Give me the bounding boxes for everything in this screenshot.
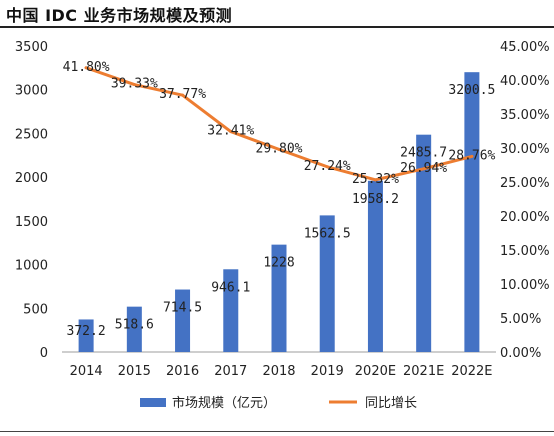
y-left-tick-label: 500 <box>23 302 48 317</box>
growth-point <box>181 93 185 97</box>
bar-value-label: 1228 <box>263 256 294 271</box>
bar <box>464 72 480 352</box>
y-right-tick-label: 5.00% <box>500 312 541 327</box>
growth-point <box>325 165 329 169</box>
y-right-tick-label: 35.00% <box>500 108 550 123</box>
x-tick-label: 2022E <box>451 364 492 379</box>
x-tick-label: 2020E <box>355 364 396 379</box>
growth-value-label: 37.77% <box>159 87 206 102</box>
x-tick-label: 2016 <box>166 364 199 379</box>
chart-title: 中国 IDC 业务市场规模及预测 <box>6 6 233 25</box>
growth-value-label: 41.80% <box>63 60 110 75</box>
y-left-tick-label: 3500 <box>15 40 48 55</box>
bar <box>78 319 94 352</box>
growth-value-label: 39.33% <box>111 77 158 92</box>
bar <box>223 269 239 352</box>
x-tick-label: 2017 <box>214 364 247 379</box>
x-tick-label: 2018 <box>262 364 295 379</box>
y-right-tick-label: 0.00% <box>500 346 541 361</box>
growth-point <box>422 167 426 171</box>
growth-point <box>373 178 377 182</box>
bar-value-label: 372.2 <box>67 324 106 339</box>
x-tick-label: 2015 <box>118 364 151 379</box>
y-right-tick-label: 20.00% <box>500 210 550 225</box>
y-left-tick-label: 2000 <box>15 171 48 186</box>
growth-point <box>277 147 281 151</box>
growth-point <box>470 154 474 158</box>
bar-value-label: 714.5 <box>163 301 202 316</box>
growth-value-label: 28.76% <box>448 148 495 163</box>
growth-value-label: 32.41% <box>207 124 254 139</box>
legend-bar-label: 市场规模（亿元） <box>172 395 276 411</box>
y-left-tick-label: 3000 <box>15 84 48 99</box>
bar <box>416 134 432 352</box>
bar-value-label: 2485.7 <box>400 146 447 161</box>
y-left-tick-label: 1000 <box>15 259 48 274</box>
title-rule <box>0 26 554 28</box>
y-right-tick-label: 45.00% <box>500 40 550 55</box>
bar-value-label: 3200.5 <box>448 83 495 98</box>
x-tick-label: 2021E <box>403 364 444 379</box>
growth-value-label: 25.32% <box>352 172 399 187</box>
legend-bar-swatch <box>140 398 166 407</box>
y-right-tick-label: 25.00% <box>500 176 550 191</box>
bar <box>126 306 142 352</box>
y-left-tick-label: 2500 <box>15 127 48 142</box>
bottom-rule <box>0 431 554 432</box>
y-right-tick-label: 30.00% <box>500 142 550 157</box>
y-right-tick-label: 10.00% <box>500 278 550 293</box>
growth-value-label: 29.80% <box>256 141 303 156</box>
y-left-tick-label: 0 <box>40 346 48 361</box>
bar <box>319 215 335 352</box>
bar <box>367 180 383 352</box>
bar-value-label: 946.1 <box>211 280 250 295</box>
growth-value-label: 27.24% <box>304 159 351 174</box>
x-tick-label: 2019 <box>311 364 344 379</box>
growth-value-label: 26.94% <box>400 161 447 176</box>
bar-value-label: 1958.2 <box>352 192 399 207</box>
bar-value-label: 518.6 <box>115 318 154 333</box>
growth-point <box>132 83 136 87</box>
y-left-tick-label: 1500 <box>15 215 48 230</box>
growth-point <box>84 66 88 70</box>
y-right-tick-label: 40.00% <box>500 74 550 89</box>
legend-line-label: 同比增长 <box>365 396 417 411</box>
x-tick-label: 2014 <box>70 364 103 379</box>
bar <box>271 244 287 352</box>
bar-value-label: 1562.5 <box>304 226 351 241</box>
growth-point <box>229 130 233 134</box>
y-right-tick-label: 15.00% <box>500 244 550 259</box>
bar <box>175 289 191 352</box>
